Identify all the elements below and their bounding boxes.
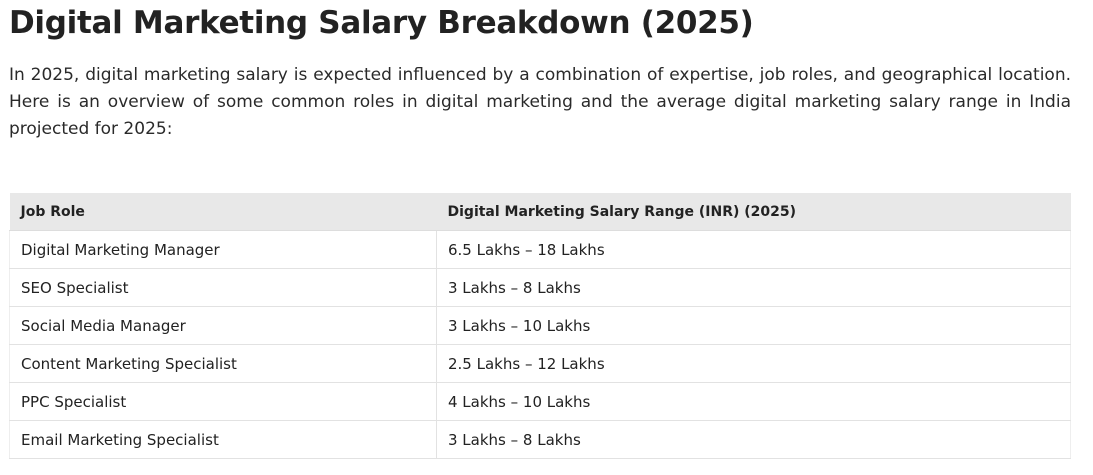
table-header-row: Job Role Digital Marketing Salary Range … [9, 193, 1071, 231]
table-row: Social Media Manager 3 Lakhs – 10 Lakhs [9, 306, 1071, 345]
table-row: SEO Specialist 3 Lakhs – 8 Lakhs [9, 268, 1071, 307]
salary-range-cell: 4 Lakhs – 10 Lakhs [436, 382, 1071, 421]
salary-range-cell: 3 Lakhs – 10 Lakhs [436, 306, 1071, 345]
job-role-cell: PPC Specialist [9, 382, 437, 421]
table-row: Content Marketing Specialist 2.5 Lakhs –… [9, 344, 1071, 383]
table-row: Email Marketing Specialist 3 Lakhs – 8 L… [9, 420, 1071, 459]
job-role-cell: Email Marketing Specialist [9, 420, 437, 459]
salary-range-cell: 6.5 Lakhs – 18 Lakhs [436, 230, 1071, 269]
header-job-role: Job Role [9, 193, 437, 231]
salary-table: Job Role Digital Marketing Salary Range … [9, 193, 1071, 459]
header-salary-range: Digital Marketing Salary Range (INR) (20… [436, 193, 1071, 231]
table-row: PPC Specialist 4 Lakhs – 10 Lakhs [9, 382, 1071, 421]
table-row: Digital Marketing Manager 6.5 Lakhs – 18… [9, 230, 1071, 269]
page-title: Digital Marketing Salary Breakdown (2025… [9, 5, 754, 41]
salary-range-cell: 2.5 Lakhs – 12 Lakhs [436, 344, 1071, 383]
job-role-cell: SEO Specialist [9, 268, 437, 307]
salary-range-cell: 3 Lakhs – 8 Lakhs [436, 268, 1071, 307]
job-role-cell: Social Media Manager [9, 306, 437, 345]
salary-range-cell: 3 Lakhs – 8 Lakhs [436, 420, 1071, 459]
job-role-cell: Content Marketing Specialist [9, 344, 437, 383]
job-role-cell: Digital Marketing Manager [9, 230, 437, 269]
intro-paragraph: In 2025, digital marketing salary is exp… [9, 65, 1071, 139]
